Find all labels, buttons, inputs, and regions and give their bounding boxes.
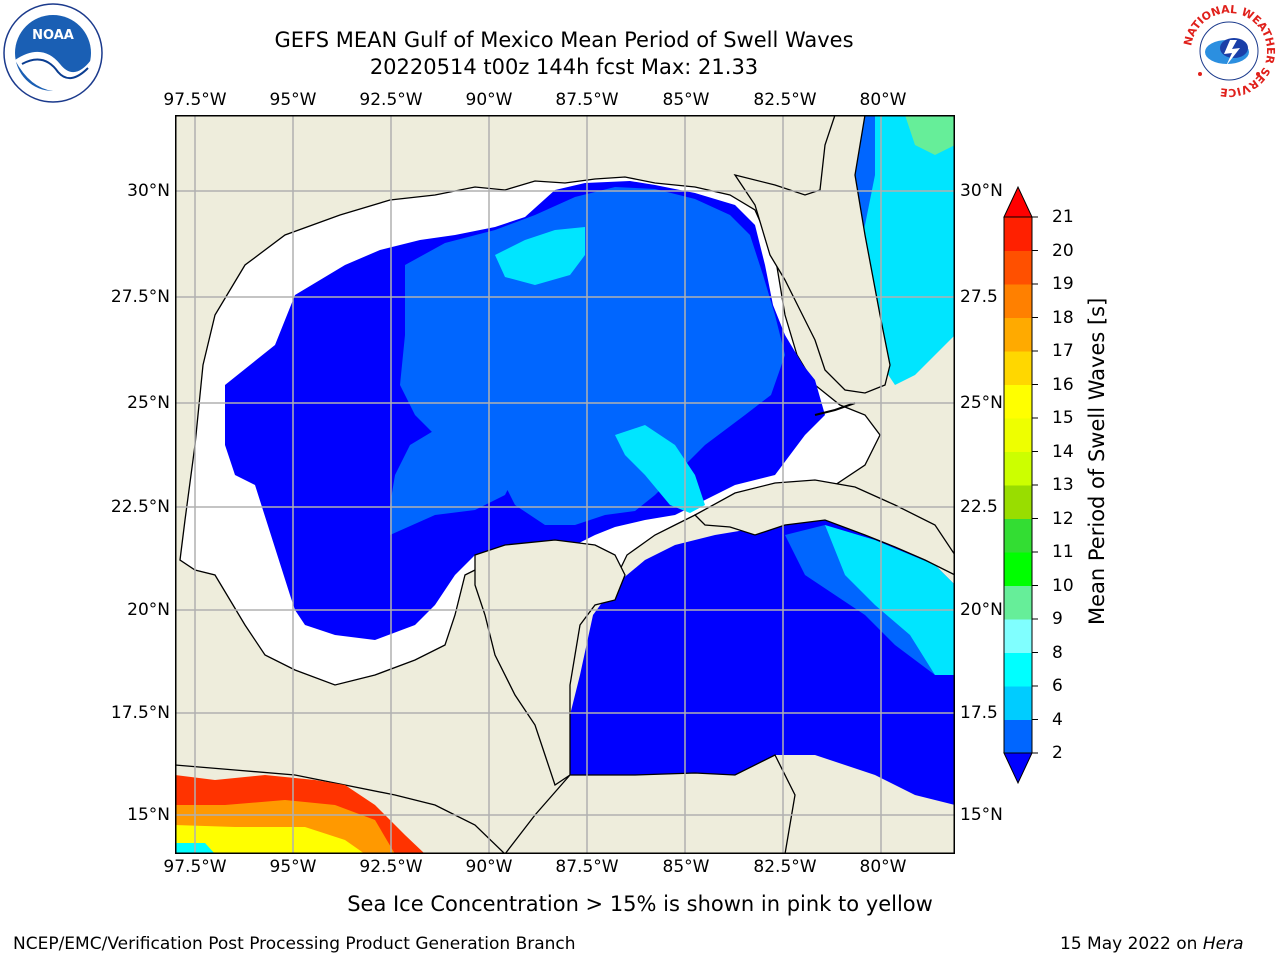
colorbar-segment [1004, 418, 1032, 452]
colorbar-tick-label: 18 [1052, 307, 1074, 328]
lon-label-bottom-5: 87.5°W [555, 857, 619, 877]
sea-ice-note: Sea Ice Concentration > 15% is shown in … [347, 892, 933, 916]
lon-label-top-5: 87.5°W [555, 90, 619, 110]
colorbar-tick-label: 9 [1052, 609, 1063, 629]
lat-label-left-5: 20°N [127, 600, 170, 620]
colorbar-tick-label: 17 [1052, 341, 1074, 361]
florida-keys [814, 402, 856, 416]
colorbar-segment [1004, 250, 1032, 285]
lat-label-right-5: 20°N [960, 600, 1003, 620]
lon-label-top-1: 97.5°W [163, 90, 227, 110]
cuba [693, 479, 955, 576]
lat-label-right-7: 15°N [960, 805, 1003, 825]
lon-label-bottom-1: 97.5°W [163, 857, 227, 877]
colorbar-segment [1004, 585, 1032, 620]
colorbar-segment [1004, 686, 1032, 720]
swell-patch-cyan-2 [615, 425, 705, 513]
lat-label-left-3: 25°N [127, 393, 170, 413]
colorbar-tick-label: 21 [1052, 207, 1074, 227]
lat-label-left-2: 27.5°N [110, 287, 170, 307]
swell-patch-cyan-1 [495, 227, 585, 285]
colorbar-segment [1004, 451, 1032, 486]
lat-label-right-4: 22.5 [960, 497, 998, 517]
florida-peninsula [733, 115, 891, 394]
svg-text:NOAA: NOAA [32, 28, 74, 43]
map-frame [175, 115, 955, 854]
honduras-coast [504, 754, 796, 854]
colorbar-segment [1004, 485, 1032, 519]
colorbar-tick-label: 16 [1052, 374, 1074, 395]
colorbar-extend-max [1003, 185, 1033, 218]
colorbar-tick-label: 4 [1052, 709, 1063, 730]
colorbar-segment [1004, 384, 1032, 419]
nws-logo: NATIONAL WEATHER SERVICE [1181, 3, 1277, 99]
colorbar-tick-label: 19 [1052, 274, 1074, 294]
lon-label-top-3: 92.5°W [359, 90, 423, 110]
lon-label-top-4: 90°W [465, 90, 513, 110]
footer-host: Hera [1202, 934, 1244, 954]
noaa-logo: NOAA [3, 3, 103, 103]
map-title-line1: GEFS MEAN Gulf of Mexico Mean Period of … [274, 28, 854, 52]
lon-label-bottom-2: 95°W [269, 857, 317, 877]
colorbar [1003, 185, 1038, 785]
colorbar-segment [1004, 552, 1032, 586]
colorbar-segment [1004, 719, 1032, 754]
colorbar-segment [1004, 351, 1032, 385]
lon-label-bottom-4: 90°W [465, 857, 513, 877]
lon-label-bottom-3: 92.5°W [359, 857, 423, 877]
colorbar-tick-label: 2 [1052, 743, 1063, 763]
lat-label-right-3: 25°N [960, 393, 1003, 413]
pacific-swell-yellow [175, 825, 365, 854]
colorbar-tick-label: 14 [1052, 441, 1074, 462]
colorbar-tick-label: 15 [1052, 408, 1074, 428]
lon-label-top-2: 95°W [269, 90, 317, 110]
lat-label-left-7: 15°N [127, 805, 170, 825]
colorbar-tick-label: 8 [1052, 642, 1063, 663]
colorbar-tick-label: 6 [1052, 676, 1063, 696]
lat-label-left-4: 22.5°N [110, 497, 170, 517]
colorbar-segment [1004, 518, 1032, 553]
lon-label-top-7: 82.5°W [753, 90, 817, 110]
colorbar-tick-label: 11 [1052, 542, 1074, 562]
lon-label-bottom-8: 80°W [859, 857, 907, 877]
lon-label-bottom-7: 82.5°W [753, 857, 817, 877]
lat-label-left-1: 30°N [127, 181, 170, 201]
lon-label-top-8: 80°W [859, 90, 907, 110]
graticule [175, 115, 955, 854]
colorbar-segment [1004, 317, 1032, 352]
colorbar-segment [1004, 217, 1032, 251]
colorbar-tick-label: 13 [1052, 475, 1074, 495]
colorbar-segment [1004, 652, 1032, 687]
swell-patch-cyan-3 [825, 525, 955, 675]
lat-label-right-2: 27.5 [960, 287, 998, 307]
colorbar-extend-min [1003, 752, 1033, 785]
colorbar-title: Mean Period of Swell Waves [s] [1085, 297, 1109, 625]
map-title-line2: 20220514 t00z 144h fcst Max: 21.33 [369, 55, 759, 79]
footer-date-text: 15 May 2022 on [1060, 934, 1203, 954]
lat-label-left-6: 17.5°N [110, 703, 170, 723]
lat-label-right-1: 30°N [960, 181, 1003, 201]
lon-label-top-6: 85°W [662, 90, 710, 110]
lat-label-right-6: 17.5 [960, 703, 998, 723]
colorbar-segment [1004, 619, 1032, 653]
footer-date: 15 May 2022 on Hera [1060, 934, 1244, 954]
lon-label-bottom-6: 85°W [662, 857, 710, 877]
colorbar-segment [1004, 284, 1032, 318]
swell-patch-green-atlantic [905, 115, 955, 155]
colorbar-tick-label: 20 [1052, 240, 1074, 261]
colorbar-tick-label: 12 [1052, 508, 1074, 529]
colorbar-tick-label: 10 [1052, 575, 1074, 596]
map-panel [175, 115, 955, 854]
footer-credit: NCEP/EMC/Verification Post Processing Pr… [13, 934, 576, 954]
